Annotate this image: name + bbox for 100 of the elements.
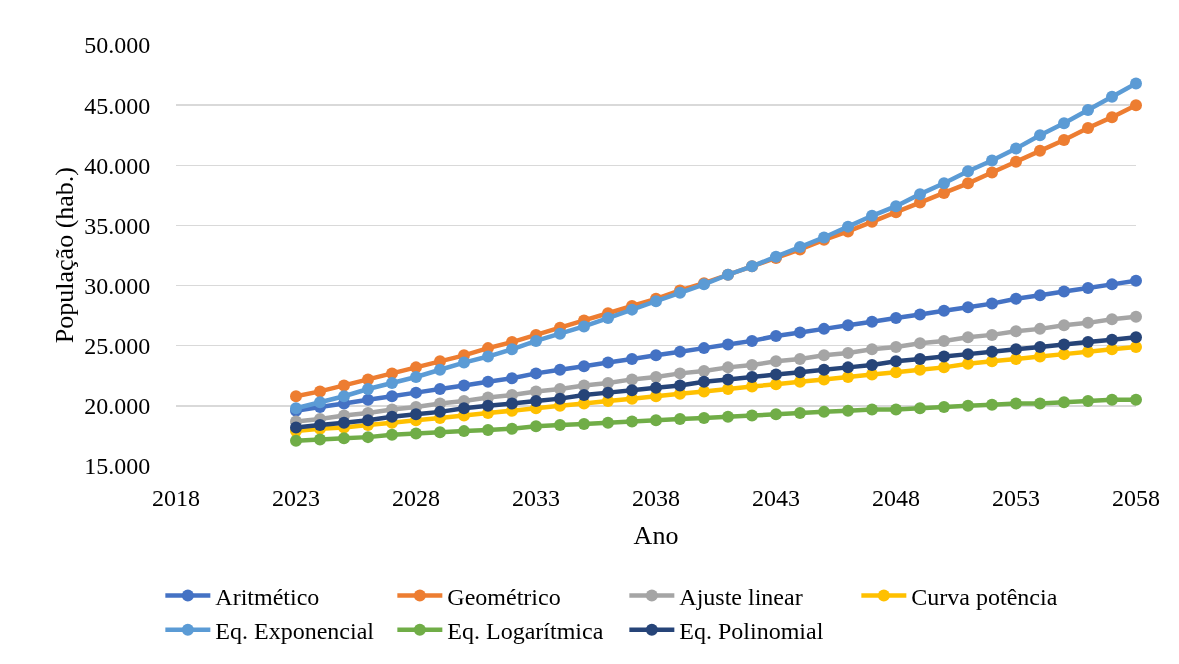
x-tick-label: 2048 (872, 484, 920, 511)
point (938, 361, 950, 374)
point (578, 360, 590, 373)
point (1058, 338, 1070, 351)
point (842, 319, 854, 332)
point (1034, 289, 1046, 302)
point (650, 381, 662, 394)
point (938, 304, 950, 317)
point (674, 379, 686, 392)
point (962, 348, 974, 361)
point (938, 401, 950, 414)
point (482, 423, 494, 436)
point (410, 386, 422, 399)
point (698, 364, 710, 377)
point (914, 188, 926, 201)
point (794, 326, 806, 339)
point (866, 358, 878, 371)
point (554, 327, 566, 340)
point (626, 352, 638, 365)
x-tick-label: 2018 (152, 484, 200, 511)
point (506, 343, 518, 356)
point (1058, 396, 1070, 409)
point (410, 370, 422, 383)
point (914, 337, 926, 350)
x-tick-label: 2053 (992, 484, 1040, 511)
point (722, 361, 734, 374)
point (914, 363, 926, 376)
point (506, 372, 518, 385)
x-tick-label: 2038 (632, 484, 680, 511)
point (866, 209, 878, 222)
point (986, 345, 998, 358)
point (986, 297, 998, 310)
point (1058, 117, 1070, 130)
point (530, 420, 542, 433)
point (1010, 155, 1022, 168)
point (818, 322, 830, 335)
point (626, 415, 638, 428)
point (578, 389, 590, 402)
point (338, 379, 350, 392)
point (794, 352, 806, 365)
y-tick-label: 35.000 (84, 212, 151, 239)
point (482, 350, 494, 363)
point (770, 408, 782, 421)
point (770, 378, 782, 391)
point (410, 427, 422, 440)
point (434, 405, 446, 418)
point (962, 165, 974, 178)
point (1082, 336, 1094, 349)
point (1058, 134, 1070, 147)
point (1082, 316, 1094, 329)
point (362, 414, 374, 427)
y-tick-label: 20.000 (84, 393, 151, 420)
point (458, 402, 470, 415)
point (1010, 142, 1022, 155)
point (362, 393, 374, 406)
point (746, 370, 758, 383)
y-tick-label: 45.000 (84, 92, 151, 119)
point (698, 411, 710, 424)
point (914, 352, 926, 365)
point (914, 308, 926, 321)
point (1130, 99, 1142, 112)
point (410, 408, 422, 421)
point (962, 331, 974, 344)
point (986, 166, 998, 179)
point (1082, 122, 1094, 134)
y-tick-label: 30.000 (84, 272, 151, 299)
point (770, 330, 782, 343)
point (602, 386, 614, 399)
point (1130, 274, 1142, 287)
point (1010, 343, 1022, 356)
point (434, 426, 446, 439)
y-tick-label: 50.000 (84, 32, 151, 59)
point (962, 399, 974, 412)
point (458, 356, 470, 369)
point (866, 403, 878, 416)
point (890, 355, 902, 368)
point (602, 356, 614, 369)
point (842, 220, 854, 233)
point (554, 392, 566, 405)
legend-label: Eq. Polinomial (679, 618, 824, 645)
point (386, 390, 398, 403)
point (338, 416, 350, 429)
point (746, 358, 758, 371)
point (842, 361, 854, 374)
x-tick-label: 2033 (512, 484, 560, 511)
point (578, 320, 590, 333)
point (818, 349, 830, 362)
y-tick-label: 15.000 (84, 453, 151, 480)
point (458, 425, 470, 438)
point (650, 370, 662, 383)
point (986, 328, 998, 341)
point (722, 383, 734, 396)
point (866, 343, 878, 356)
x-axis-title: Ano (633, 521, 679, 551)
point (1058, 348, 1070, 361)
point (482, 375, 494, 388)
point (1082, 281, 1094, 294)
point (554, 363, 566, 376)
point (530, 367, 542, 380)
y-tick-label: 25.000 (84, 333, 151, 360)
